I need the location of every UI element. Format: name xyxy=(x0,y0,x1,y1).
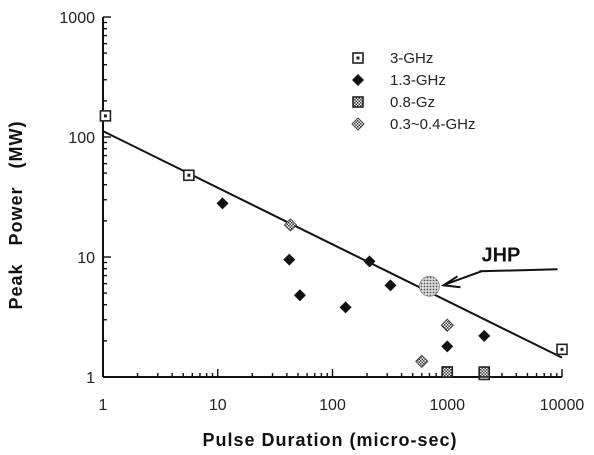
trend-line-group xyxy=(102,130,563,359)
x-tick-label: 1 xyxy=(99,397,108,414)
data-point xyxy=(556,343,568,356)
legend-marker xyxy=(352,96,364,108)
data-point xyxy=(415,354,429,369)
tick-labels: 1 10 100 1000 10000 1 10 100 1000 xyxy=(59,10,584,414)
data-point xyxy=(441,366,454,378)
legend-marker xyxy=(352,74,364,86)
x-tick-label: 1000 xyxy=(429,397,465,414)
annotation-highlight xyxy=(419,275,440,297)
data-point xyxy=(339,301,352,314)
data-points xyxy=(99,110,568,381)
legend-marker xyxy=(351,117,365,131)
y-tick-label: 100 xyxy=(68,130,95,147)
x-axis-title: Pulse Duration (micro-sec) xyxy=(202,430,457,450)
y-axis-title: Peak Power (MW) xyxy=(6,120,26,309)
data-point xyxy=(293,289,306,302)
data-point xyxy=(441,340,454,353)
legend-label: 3-GHz xyxy=(390,50,433,67)
annotation-underline xyxy=(479,268,558,273)
legend-label: 1.3-GHz xyxy=(390,72,446,89)
data-point xyxy=(384,279,397,292)
trend-line xyxy=(102,130,563,359)
y-tick-label: 1 xyxy=(86,370,95,387)
annotation-arrow-head xyxy=(440,275,461,289)
y-tick-label: 10 xyxy=(77,250,95,267)
legend-label: 0.8-Gz xyxy=(390,94,435,111)
data-point xyxy=(440,318,454,332)
data-point xyxy=(216,197,229,210)
annotations: JHP xyxy=(419,244,558,297)
data-point xyxy=(183,169,195,182)
x-tick-label: 10 xyxy=(209,397,227,414)
data-point xyxy=(363,255,376,268)
annotation-arrow-shaft xyxy=(445,270,482,286)
legend-marker xyxy=(352,52,364,64)
x-tick-label: 10000 xyxy=(540,397,585,414)
annotation-label: JHP xyxy=(481,244,520,266)
y-tick-label: 1000 xyxy=(59,10,95,27)
data-point xyxy=(283,218,298,232)
x-tick-label: 100 xyxy=(319,397,346,414)
data-point xyxy=(283,253,296,266)
data-point xyxy=(478,329,491,342)
data-point xyxy=(99,110,112,122)
data-point xyxy=(478,366,491,378)
legend-label: 0.3~0.4-GHz xyxy=(390,116,475,133)
legend: 3-GHz 1.3-GHz 0.8-Gz 0.3~0.4-GHz xyxy=(351,50,475,133)
